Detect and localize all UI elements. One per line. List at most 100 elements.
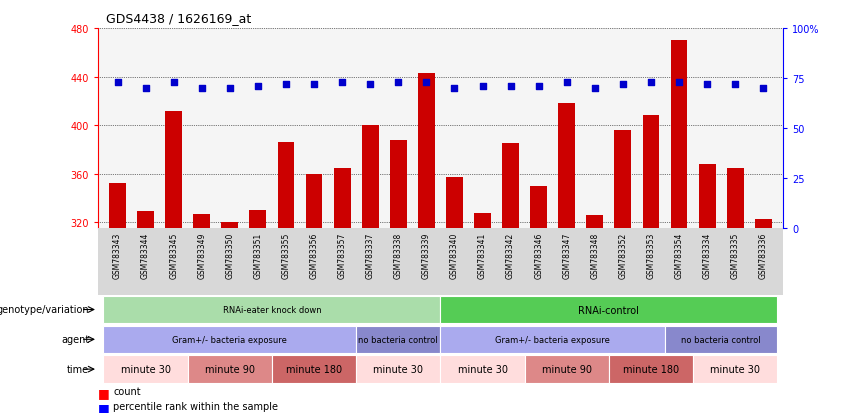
- Text: percentile rank within the sample: percentile rank within the sample: [113, 401, 278, 411]
- Text: GDS4438 / 1626169_at: GDS4438 / 1626169_at: [106, 12, 252, 25]
- Point: [757, 85, 770, 92]
- Text: GSM783345: GSM783345: [169, 232, 178, 278]
- Point: [307, 82, 321, 88]
- Text: GSM783348: GSM783348: [591, 232, 599, 278]
- Text: GSM783346: GSM783346: [534, 232, 543, 278]
- Point: [195, 85, 208, 92]
- Text: GSM783338: GSM783338: [394, 232, 403, 278]
- Point: [223, 85, 237, 92]
- Bar: [188, 356, 272, 383]
- Text: RNAi-control: RNAi-control: [579, 305, 639, 315]
- Point: [139, 85, 152, 92]
- Text: GSM783356: GSM783356: [310, 232, 318, 278]
- Bar: [165, 111, 182, 229]
- Text: GSM783336: GSM783336: [759, 232, 768, 278]
- Bar: [727, 168, 744, 229]
- Bar: [558, 104, 575, 229]
- Text: no bacteria control: no bacteria control: [682, 335, 761, 344]
- Text: GSM783353: GSM783353: [647, 232, 655, 278]
- Text: Gram+/- bacteria exposure: Gram+/- bacteria exposure: [173, 335, 288, 344]
- Bar: [586, 216, 603, 229]
- Text: GSM783339: GSM783339: [422, 232, 431, 278]
- Text: ■: ■: [98, 401, 110, 413]
- Point: [279, 82, 293, 88]
- Bar: [502, 144, 519, 229]
- Bar: [614, 131, 631, 229]
- Point: [560, 80, 574, 86]
- Text: GSM783352: GSM783352: [619, 232, 627, 278]
- Text: Gram+/- bacteria exposure: Gram+/- bacteria exposure: [495, 335, 610, 344]
- Text: GSM783347: GSM783347: [563, 232, 571, 278]
- Bar: [643, 116, 660, 229]
- Point: [420, 80, 433, 86]
- Text: minute 180: minute 180: [623, 364, 679, 374]
- Point: [504, 83, 517, 90]
- Text: minute 30: minute 30: [458, 364, 507, 374]
- Bar: [608, 356, 693, 383]
- Text: GSM783341: GSM783341: [478, 232, 487, 278]
- Bar: [441, 296, 777, 323]
- Bar: [357, 326, 441, 353]
- Text: count: count: [113, 386, 140, 396]
- Bar: [104, 296, 441, 323]
- Bar: [441, 326, 665, 353]
- Text: GSM783350: GSM783350: [226, 232, 234, 278]
- Text: no bacteria control: no bacteria control: [358, 335, 438, 344]
- Bar: [441, 356, 524, 383]
- Text: GSM783342: GSM783342: [506, 232, 515, 278]
- Bar: [362, 126, 379, 229]
- Bar: [665, 326, 777, 353]
- Text: GSM783357: GSM783357: [338, 232, 346, 278]
- Bar: [446, 178, 463, 229]
- Bar: [109, 184, 126, 229]
- Bar: [221, 223, 238, 229]
- Bar: [418, 74, 435, 229]
- Bar: [104, 356, 188, 383]
- Text: GSM783340: GSM783340: [450, 232, 459, 278]
- Text: minute 180: minute 180: [286, 364, 342, 374]
- Bar: [137, 212, 154, 229]
- Bar: [755, 219, 772, 229]
- Point: [167, 80, 180, 86]
- Bar: [272, 356, 357, 383]
- Point: [588, 85, 602, 92]
- Text: minute 90: minute 90: [542, 364, 591, 374]
- Bar: [306, 174, 323, 229]
- Text: GSM783344: GSM783344: [141, 232, 150, 278]
- Point: [363, 82, 377, 88]
- Bar: [277, 143, 294, 229]
- Point: [251, 83, 265, 90]
- Text: minute 30: minute 30: [711, 364, 760, 374]
- Point: [672, 80, 686, 86]
- Bar: [699, 165, 716, 229]
- Text: time: time: [67, 364, 89, 374]
- Text: GSM783349: GSM783349: [197, 232, 206, 278]
- Bar: [524, 356, 608, 383]
- Text: GSM783334: GSM783334: [703, 232, 711, 278]
- Text: GSM783355: GSM783355: [282, 232, 290, 278]
- Point: [616, 82, 630, 88]
- Text: minute 90: minute 90: [205, 364, 254, 374]
- Text: GSM783335: GSM783335: [731, 232, 740, 278]
- Bar: [334, 168, 351, 229]
- Bar: [104, 326, 357, 353]
- Point: [700, 82, 714, 88]
- Bar: [474, 213, 491, 229]
- Bar: [390, 140, 407, 229]
- Bar: [671, 41, 688, 229]
- Point: [391, 80, 405, 86]
- Bar: [530, 186, 547, 229]
- Point: [111, 80, 124, 86]
- Point: [476, 83, 489, 90]
- Point: [532, 83, 545, 90]
- Text: agent: agent: [61, 335, 89, 344]
- Text: GSM783351: GSM783351: [254, 232, 262, 278]
- Point: [335, 80, 349, 86]
- Bar: [357, 356, 441, 383]
- Text: GSM783343: GSM783343: [113, 232, 122, 278]
- Text: ■: ■: [98, 386, 110, 399]
- Point: [448, 85, 461, 92]
- Text: minute 30: minute 30: [374, 364, 423, 374]
- Bar: [693, 356, 777, 383]
- Text: genotype/variation: genotype/variation: [0, 305, 89, 315]
